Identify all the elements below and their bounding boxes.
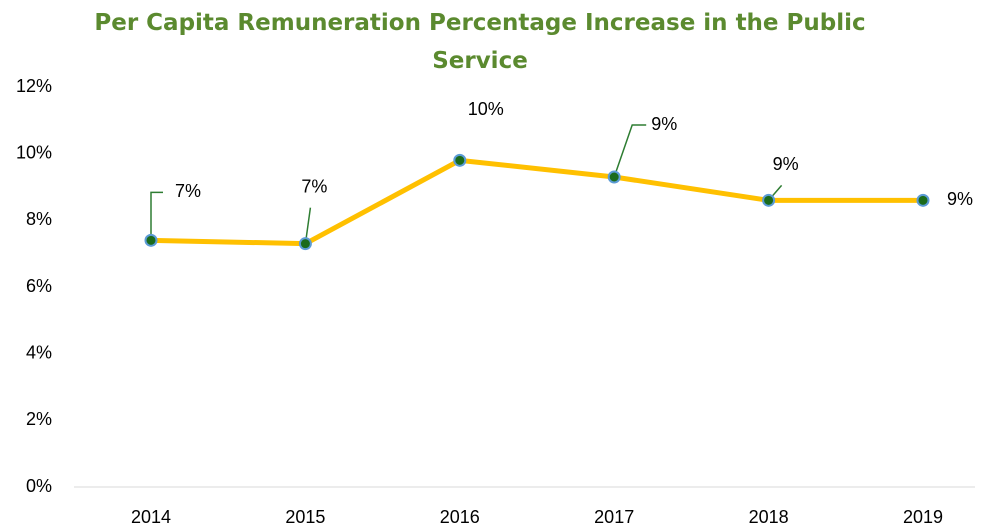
y-tick-label: 4% (26, 342, 52, 362)
leader-line (150, 191, 163, 241)
y-tick-label: 12% (16, 76, 52, 96)
x-tick-label: 2017 (594, 507, 634, 527)
data-label: 7% (175, 181, 201, 201)
data-point (298, 237, 312, 251)
y-tick-label: 8% (26, 209, 52, 229)
data-label: 10% (468, 99, 504, 119)
x-tick-label: 2015 (285, 507, 325, 527)
data-label: 9% (651, 114, 677, 134)
x-tick-label: 2019 (903, 507, 943, 527)
x-tick-label: 2014 (131, 507, 171, 527)
leader-line (613, 124, 647, 178)
line-series (150, 157, 923, 247)
y-tick-label: 6% (26, 276, 52, 296)
data-point (607, 170, 621, 184)
data-point (453, 153, 467, 167)
chart-title: Per Capita Remuneration Percentage Incre… (94, 10, 866, 74)
data-label: 9% (773, 154, 799, 174)
data-label: 9% (947, 189, 973, 209)
data-point (144, 233, 158, 247)
x-tick-label: 2016 (440, 507, 480, 527)
y-tick-label: 2% (26, 409, 52, 429)
y-tick-label: 0% (26, 476, 52, 496)
x-tick-label: 2018 (749, 507, 789, 527)
data-point (762, 193, 776, 207)
data-label: 7% (301, 176, 327, 196)
data-point (916, 193, 930, 207)
y-tick-label: 10% (16, 142, 52, 162)
